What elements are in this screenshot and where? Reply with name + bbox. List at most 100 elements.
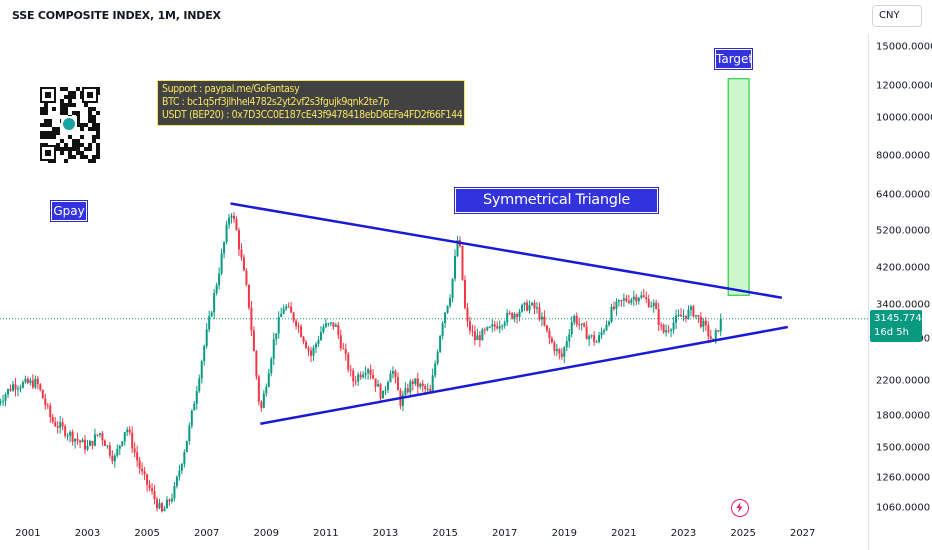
candle-body	[111, 455, 114, 462]
candle-body	[682, 315, 685, 317]
candle-body	[319, 332, 322, 341]
candle-body	[193, 403, 196, 411]
candle-body	[692, 306, 695, 317]
candle-body	[324, 323, 327, 327]
candle-body	[183, 452, 186, 465]
candle-body	[237, 230, 240, 250]
candle-body	[170, 498, 173, 502]
candle-body	[603, 330, 606, 333]
x-tick-label: 2001	[15, 528, 41, 539]
pattern-label[interactable]: Symmetrical Triangle Pattern	[454, 187, 659, 230]
candle-body	[431, 375, 434, 392]
candle-body	[4, 394, 7, 401]
y-tick-label: 5200.0000	[876, 225, 931, 237]
x-tick-label: 2021	[611, 528, 637, 539]
candle-body	[208, 316, 211, 330]
candle-body	[585, 326, 588, 340]
candle-body	[414, 378, 417, 384]
candle-body	[156, 499, 159, 509]
candle-body	[34, 378, 37, 388]
candle-body	[200, 361, 203, 379]
candle-body	[151, 488, 154, 492]
candle-body	[367, 369, 370, 374]
candle-body	[165, 499, 168, 509]
candle-body	[543, 316, 546, 326]
candle-body	[650, 306, 653, 308]
candle-body	[240, 249, 243, 258]
candle-body	[98, 433, 101, 435]
candle-body	[662, 324, 665, 333]
candle-body	[141, 468, 144, 472]
support-note[interactable]: Support : paypal.me/GoFantasy BTC : bc1q…	[157, 80, 465, 126]
gpay-label[interactable]: Gpay	[50, 200, 88, 222]
candle-body	[660, 324, 663, 326]
candle-body	[563, 347, 566, 357]
candle-body	[377, 384, 380, 387]
flash-icon[interactable]	[731, 499, 749, 517]
x-tick-label: 2025	[730, 528, 756, 539]
candle-body	[359, 374, 362, 378]
candle-body	[672, 322, 675, 330]
candle-body	[317, 340, 320, 344]
candle-body	[535, 307, 538, 309]
candle-body	[521, 304, 524, 312]
bar-countdown: 16d 5h	[874, 327, 909, 338]
x-tick-label: 2017	[491, 528, 518, 539]
candle-body	[558, 349, 561, 354]
candle-body	[642, 295, 645, 298]
candle-body	[292, 312, 295, 321]
candle-body	[113, 455, 116, 462]
candle-body	[667, 330, 670, 332]
y-tick-label: 4200.0000	[876, 262, 931, 274]
candle-body	[198, 378, 201, 391]
candle-body	[707, 325, 710, 337]
candle-body	[285, 306, 288, 309]
y-tick-label: 2200.0000	[876, 375, 931, 387]
candle-body	[332, 322, 335, 327]
candle-body	[657, 309, 660, 325]
candle-body	[282, 308, 285, 314]
candle-body	[598, 335, 601, 342]
candle-body	[0, 401, 2, 403]
candle-body	[555, 349, 558, 352]
candle-body	[255, 351, 258, 377]
candle-body	[630, 299, 633, 303]
candle-body	[257, 376, 260, 402]
candle-body	[233, 215, 236, 220]
candle-body	[49, 405, 52, 417]
candle-body	[178, 470, 181, 477]
candle-body	[533, 302, 536, 309]
target-zone	[727, 78, 750, 296]
candle-body	[74, 438, 77, 442]
candle-body	[188, 425, 191, 441]
x-tick-label: 2027	[789, 528, 816, 539]
candle-body	[280, 313, 283, 318]
candle-body	[615, 301, 618, 309]
price-axis-border	[868, 34, 869, 550]
candle-body	[511, 313, 514, 319]
candle-body	[374, 378, 377, 387]
candle-body	[310, 350, 312, 356]
currency-selector[interactable]: CNY	[872, 5, 922, 27]
candle-body	[640, 295, 643, 298]
candle-body	[220, 253, 223, 274]
candle-body	[2, 400, 5, 402]
candle-body	[446, 305, 449, 313]
target-label[interactable]: Target	[714, 48, 753, 70]
x-tick-label: 2011	[313, 528, 339, 539]
candle-body	[580, 323, 583, 325]
candle-body	[344, 348, 347, 355]
candle-body	[396, 377, 399, 391]
x-tick-label: 2005	[134, 528, 160, 539]
candle-body	[645, 297, 648, 299]
candle-body	[675, 315, 678, 323]
candle-body	[610, 306, 613, 322]
candle-body	[14, 384, 17, 390]
candle-body	[463, 279, 466, 309]
last-price-value: 3145.7744	[874, 313, 929, 324]
candle-body	[655, 302, 658, 310]
candle-body	[473, 331, 476, 341]
candle-body	[31, 380, 34, 388]
candle-body	[590, 335, 593, 337]
